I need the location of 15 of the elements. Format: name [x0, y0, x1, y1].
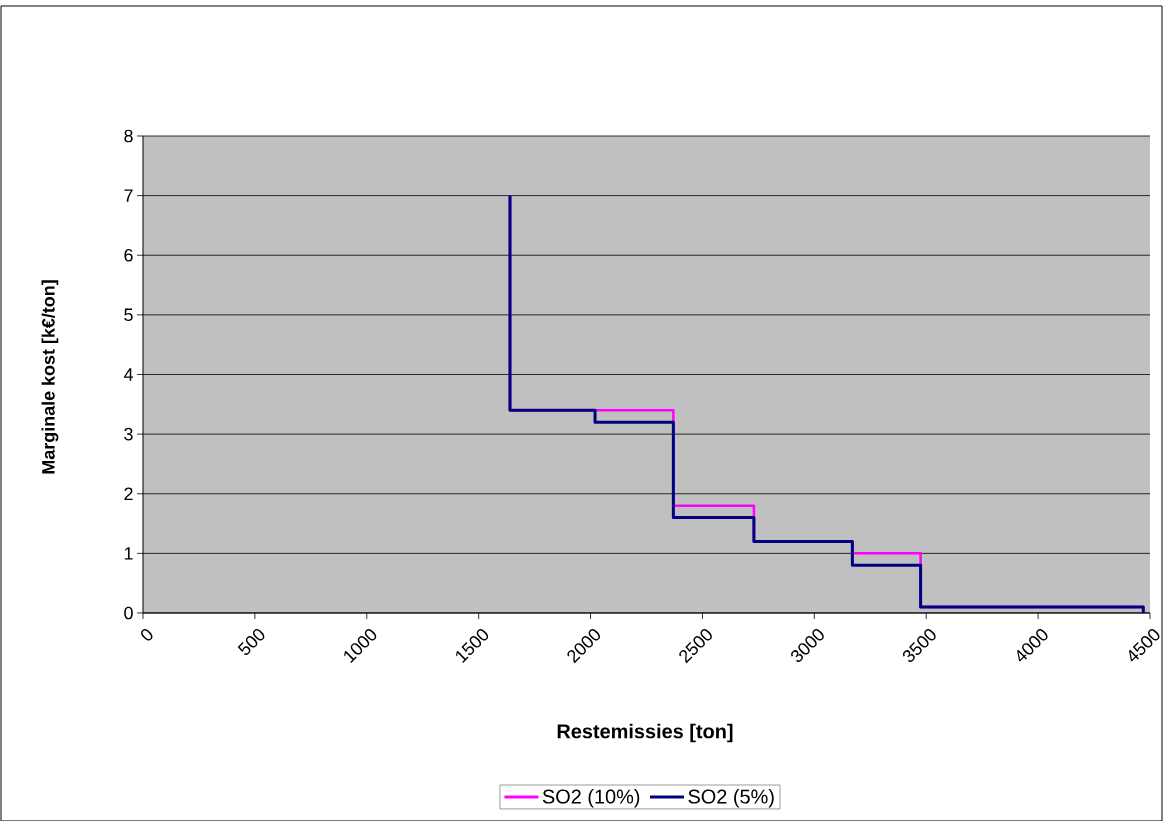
- y-tick-label: 4: [123, 368, 133, 381]
- x-axis-title: Restemissies [ton]: [557, 723, 733, 743]
- y-axis-title: Marginale kost [k€/ton]: [41, 280, 59, 474]
- y-tick-label: 0: [124, 606, 133, 620]
- y-tick-label: 3: [124, 427, 133, 441]
- legend-label: SO2 (10%): [542, 789, 640, 808]
- y-tick-label: 7: [124, 189, 133, 202]
- y-tick-label: 5: [124, 308, 133, 322]
- y-tick-label: 1: [124, 547, 133, 560]
- legend-label: SO2 (5%): [688, 789, 774, 808]
- y-tick-label: 2: [124, 487, 133, 500]
- y-tick-label: 6: [124, 248, 133, 262]
- x-tick-label: 500: [237, 629, 265, 655]
- x-tick-label: 0: [141, 629, 153, 641]
- y-tick-label: 8: [124, 129, 133, 143]
